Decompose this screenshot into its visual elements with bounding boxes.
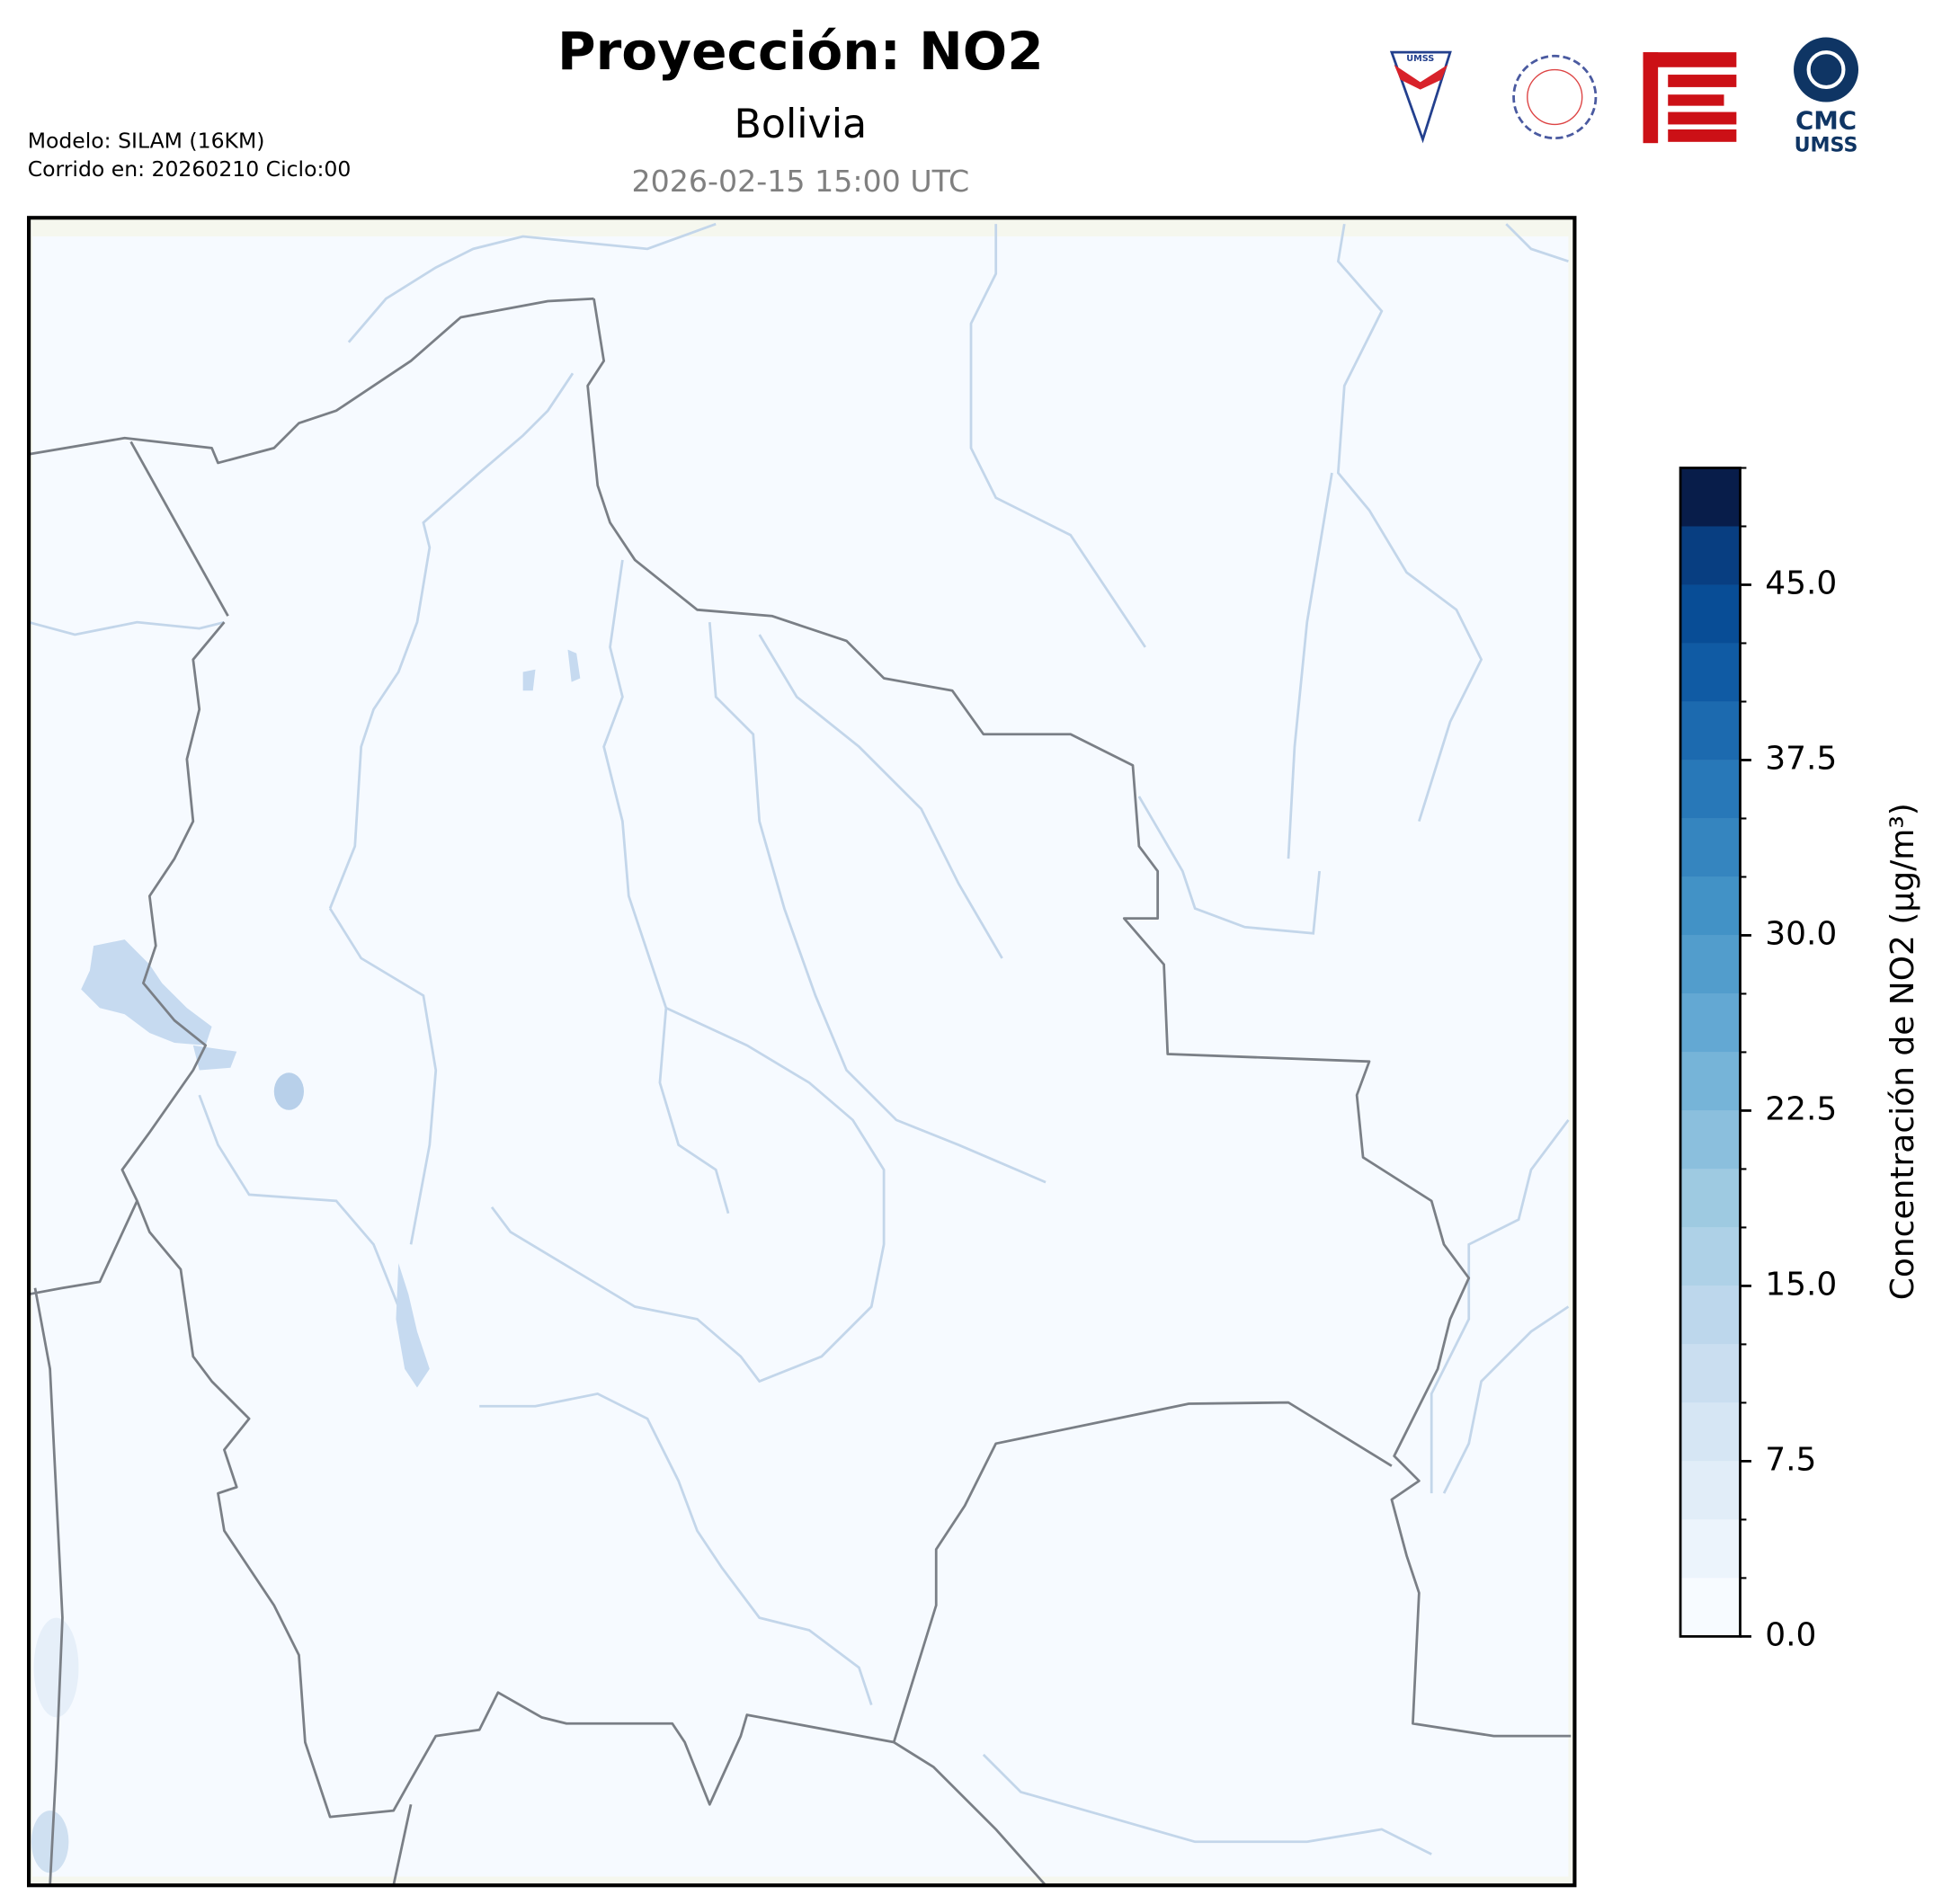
map-frame — [26, 216, 1577, 1888]
cmc-logo-text: CMC — [1795, 106, 1857, 136]
lakes — [31, 649, 581, 1873]
colorbar-band — [1680, 1110, 1741, 1170]
colorbar-band — [1680, 1052, 1741, 1111]
logos: UMSS CMC UMSS — [1389, 37, 1859, 156]
concentration-field — [32, 236, 1569, 1877]
colorbar-band — [1680, 1519, 1741, 1579]
colorbar-band — [1680, 1461, 1741, 1520]
model-info: Modelo: SILAM (16KM) — [28, 128, 265, 153]
cmc-logo-sub: UMSS — [1795, 133, 1858, 156]
physics-logo — [1512, 54, 1598, 140]
colorbar-band — [1680, 1227, 1741, 1286]
colorbar-band — [1680, 993, 1741, 1053]
colorbar-label: Concentración de NO2 (µg/m³) — [1884, 803, 1921, 1300]
colorbar-band — [1680, 467, 1741, 527]
colorbar-band — [1680, 1286, 1741, 1345]
subtitle: Bolivia — [734, 102, 867, 147]
colorbar-band — [1680, 760, 1741, 819]
colorbar-band — [1680, 1344, 1741, 1403]
colorbar-tick-label: 0.0 — [1765, 1616, 1816, 1653]
colorbar-tick-label: 37.5 — [1765, 740, 1837, 777]
physics-logo-inner — [1527, 68, 1583, 126]
run-info: Corrido en: 20260210 Ciclo:00 — [28, 156, 352, 182]
colorbar-band — [1680, 643, 1741, 702]
cmc-logo — [1794, 37, 1859, 102]
umss-logo — [1389, 50, 1452, 144]
colorbar-tick-label: 15.0 — [1765, 1266, 1837, 1303]
colorbar-band — [1680, 935, 1741, 994]
umss-logo-band — [1394, 64, 1448, 90]
colorbar-frame — [1679, 467, 1742, 1638]
umss-logo-text: UMSS — [1406, 54, 1434, 64]
title: Proyección: NO2 — [557, 21, 1044, 82]
colorbar: Concentración de NO2 (µg/m³) 0.0 7.5 15.0 2… — [1679, 467, 1921, 1653]
timestamp: 2026-02-15 15:00 UTC — [631, 164, 969, 199]
map — [26, 216, 1577, 1888]
colorbar-band — [1680, 1169, 1741, 1228]
colorbar-band — [1680, 818, 1741, 877]
colorbar-band — [1680, 1578, 1741, 1637]
colorbar-tick-label: 45.0 — [1765, 565, 1837, 601]
borders — [28, 297, 1572, 1887]
colorbar-tick-label: 7.5 — [1765, 1441, 1816, 1478]
colorbar-band — [1680, 1402, 1741, 1462]
colorbar-tick-label: 22.5 — [1765, 1090, 1837, 1127]
colorbar-band — [1680, 876, 1741, 936]
fcyt-logo — [1643, 52, 1737, 144]
colorbar-band — [1680, 526, 1741, 585]
colorbar-band — [1680, 701, 1741, 761]
colorbar-band — [1680, 584, 1741, 644]
cmc-logo-ring — [1806, 50, 1846, 89]
colorbar-tick-label: 30.0 — [1765, 915, 1837, 952]
rivers — [28, 222, 1570, 1855]
